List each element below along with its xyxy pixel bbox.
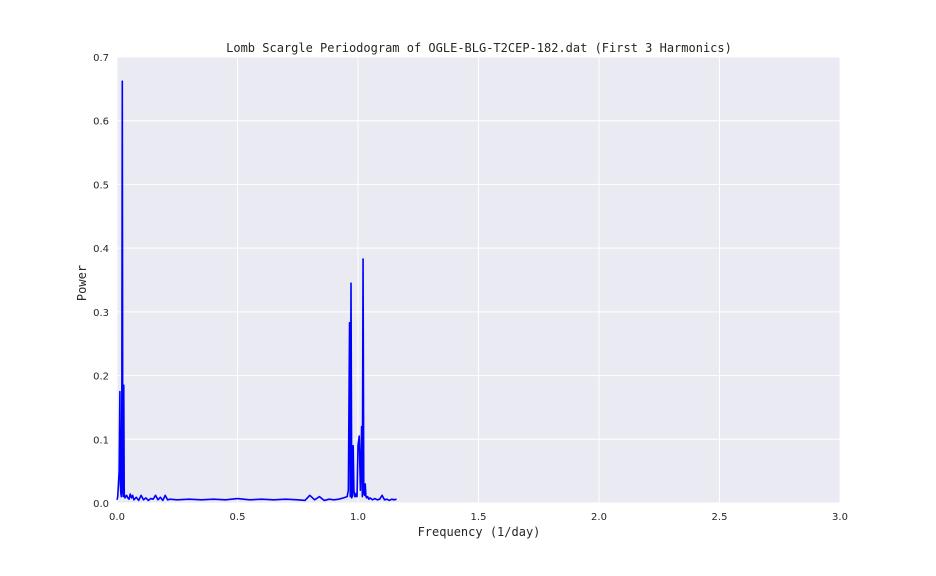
x-tick-labels: 0.0 0.5 1.0 1.5 2.0 2.5 3.0	[109, 512, 848, 523]
y-tick-labels: 0.0 0.1 0.2 0.3 0.4 0.5 0.6 0.7	[93, 53, 109, 510]
grid-lines	[116, 56, 841, 504]
x-tick-label: 1.5	[471, 512, 487, 523]
y-tick-label: 0.2	[93, 372, 109, 383]
y-tick-label: 0.5	[93, 180, 109, 191]
x-tick-label: 1.0	[350, 512, 366, 523]
series-layer	[116, 80, 397, 502]
y-axis-label: Power	[75, 265, 89, 301]
chart-title: Lomb Scargle Periodogram of OGLE-BLG-T2C…	[226, 41, 732, 55]
x-axis-label: Frequency (1/day)	[418, 525, 541, 539]
series-line-0	[116, 80, 397, 502]
x-tick-label: 0.0	[109, 512, 125, 523]
x-tick-label: 2.5	[712, 512, 728, 523]
x-tick-label: 0.5	[230, 512, 246, 523]
y-tick-label: 0.3	[93, 308, 109, 319]
x-tick-label: 3.0	[832, 512, 848, 523]
y-tick-label: 0.4	[93, 244, 109, 255]
x-tick-label: 2.0	[591, 512, 607, 523]
y-tick-label: 0.7	[93, 53, 109, 64]
y-tick-label: 0.0	[93, 499, 109, 510]
y-tick-label: 0.6	[93, 117, 109, 128]
y-tick-label: 0.1	[93, 435, 109, 446]
